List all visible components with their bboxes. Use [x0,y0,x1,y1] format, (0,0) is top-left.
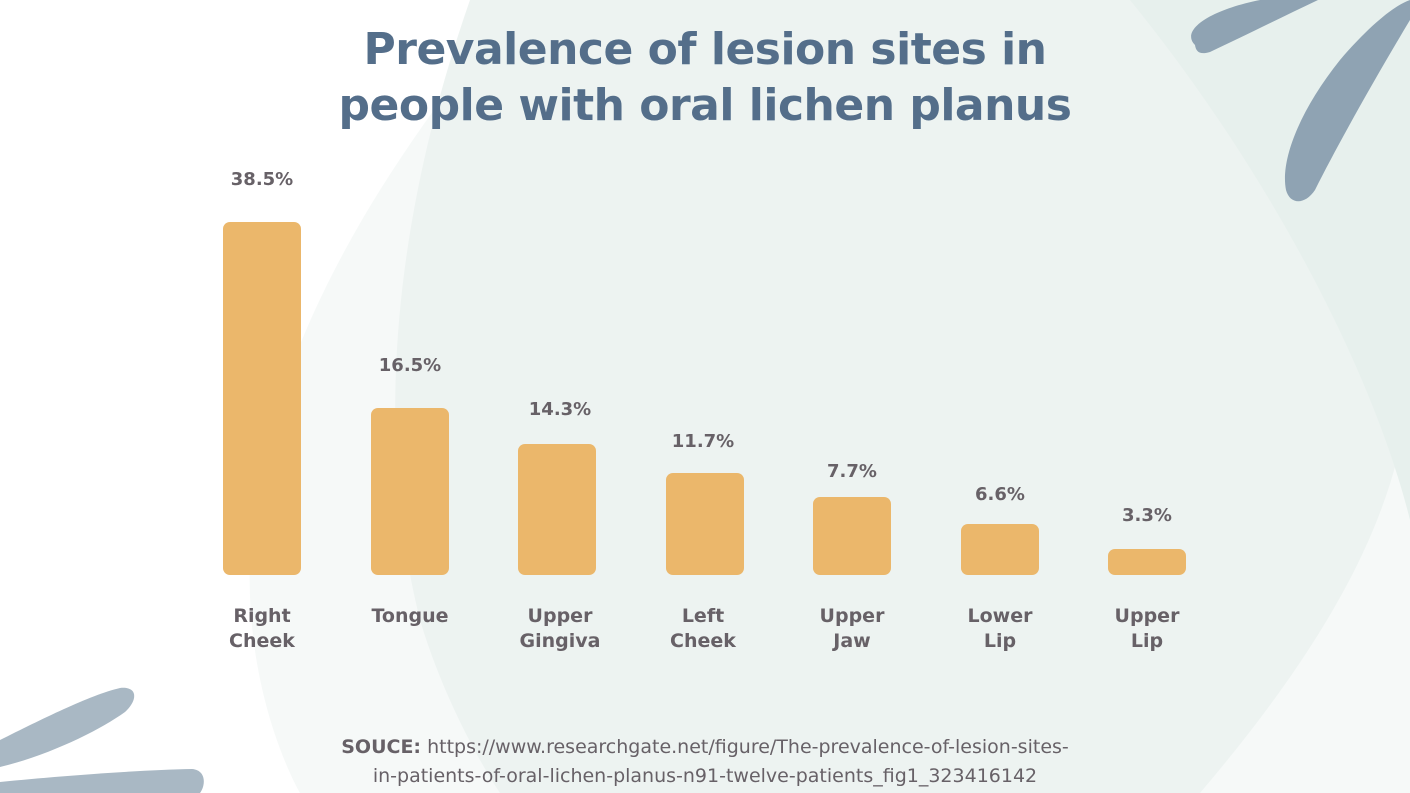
category-label: Left Cheek [670,605,736,652]
value-label: 16.5% [378,355,442,376]
source-citation: SOUCE: https://www.researchgate.net/figu… [0,733,1410,791]
bar-chart: 38.5% Right Cheek 16.5% Tongue 14.3% Upp… [223,169,1186,652]
source-line-1: SOUCE: https://www.researchgate.net/figu… [0,733,1410,762]
source-url-part-2: in-patients-of-oral-lichen-planus-n91-tw… [372,765,1038,787]
brush-stroke-icon [1191,0,1318,54]
bar-tongue [371,408,449,575]
category-label: Upper Lip [1114,605,1180,652]
bar-left-cheek [666,473,744,575]
category-label: Upper Jaw [819,605,885,652]
background-blob-main [395,0,1410,793]
value-label: 7.7% [827,461,877,482]
brush-stroke-icon [0,769,204,793]
value-label: 38.5% [230,169,294,190]
chart-title: Prevalence of lesion sites in people wit… [0,22,1410,134]
brush-stroke-icon [1284,0,1410,202]
value-label: 3.3% [1122,505,1172,526]
chart-title-line-1: Prevalence of lesion sites in [363,24,1047,75]
bar-upper-gingiva [518,444,596,575]
value-label: 14.3% [528,399,592,420]
value-label: 11.7% [671,431,735,452]
category-label: Upper Gingiva [519,605,601,652]
value-label: 6.6% [975,484,1025,505]
source-label: SOUCE: [341,736,422,758]
source-url-part-1: https://www.researchgate.net/figure/The-… [421,736,1069,758]
bar-right-cheek [223,222,301,575]
category-label: Tongue [371,605,449,627]
category-label: Right Cheek [229,605,295,652]
bar-upper-jaw [813,497,891,575]
chart-title-line-2: people with oral lichen planus [338,80,1072,131]
bar-upper-lip [1108,549,1186,575]
bar-lower-lip [961,524,1039,575]
brush-stroke-icon [0,687,135,767]
category-label: Lower Lip [967,605,1033,652]
